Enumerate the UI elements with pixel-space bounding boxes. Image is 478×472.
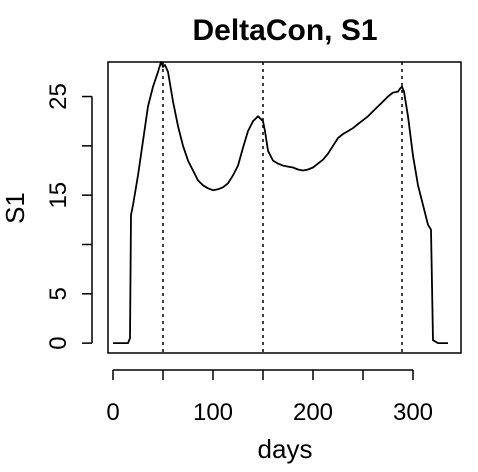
chart-title: DeltaCon, S1: [192, 14, 377, 47]
vertical-markers: [162, 62, 403, 353]
x-tick-label: 200: [293, 399, 333, 426]
series-line: [113, 61, 448, 345]
x-axis-label: days: [258, 434, 313, 464]
x-tick-label: 100: [193, 399, 233, 426]
plot-frame: [107, 61, 462, 354]
y-tick-label: 15: [45, 182, 72, 209]
y-tick-label: 25: [45, 83, 72, 110]
y-tick-label: 5: [45, 287, 72, 300]
x-tick-label: 0: [106, 399, 119, 426]
x-axis: 0 100 200 300: [106, 369, 433, 426]
x-tick-label: 300: [393, 399, 433, 426]
y-axis-label: S1: [0, 192, 30, 224]
y-tick-label: 0: [45, 336, 72, 349]
y-axis: 0 5 15 25: [45, 83, 93, 350]
series-layer: [113, 61, 448, 345]
